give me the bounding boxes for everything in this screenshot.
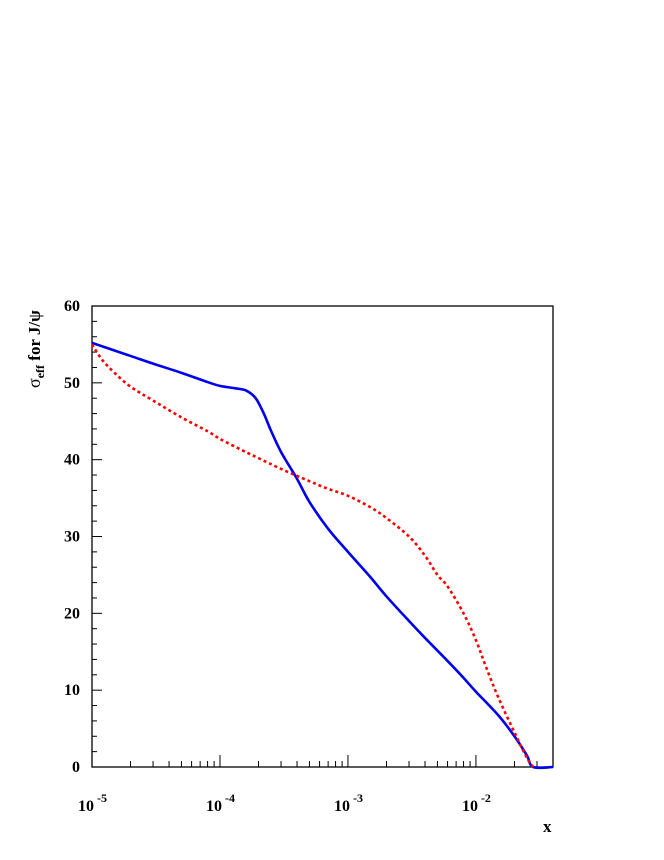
y-tick-label: 40 (64, 452, 80, 469)
x-tick-exp: -2 (481, 791, 491, 805)
x-tick-exp: -4 (225, 791, 235, 805)
y-tick-label: 0 (72, 759, 80, 776)
y-tick-label: 10 (64, 682, 80, 699)
series-line-1-solid (91, 341, 554, 770)
y-tick-label: 20 (64, 605, 80, 622)
y-tick-label: 30 (64, 529, 80, 546)
x-tick-label: 10 -3 (334, 791, 363, 815)
x-tick-exp: -5 (97, 791, 107, 805)
y-axis-title: σeff for J/ψ (24, 310, 47, 388)
y-axis-title-rest: for J/ψ (25, 310, 44, 365)
x-tick-base: 10 (206, 798, 222, 815)
x-tick-exp: -3 (353, 791, 363, 805)
x-tick-base: 10 (78, 798, 94, 815)
series-line-2-dotted (90, 343, 535, 768)
plot-frame (91, 305, 554, 768)
x-tick-base: 10 (334, 798, 350, 815)
y-axis-title-sigma: σ (24, 378, 44, 388)
y-axis-title-sub: eff (33, 364, 47, 378)
y-tick-label: 50 (64, 375, 80, 392)
series-group (90, 341, 554, 770)
x-axis-title: x (543, 817, 552, 836)
x-tick-label: 10 -5 (78, 791, 107, 815)
x-tick-base: 10 (462, 798, 478, 815)
x-tick-label: 10 -4 (206, 791, 235, 815)
x-tick-label: 10 -2 (462, 791, 491, 815)
axis-ticks (91, 305, 554, 768)
y-tick-label: 60 (64, 298, 80, 315)
